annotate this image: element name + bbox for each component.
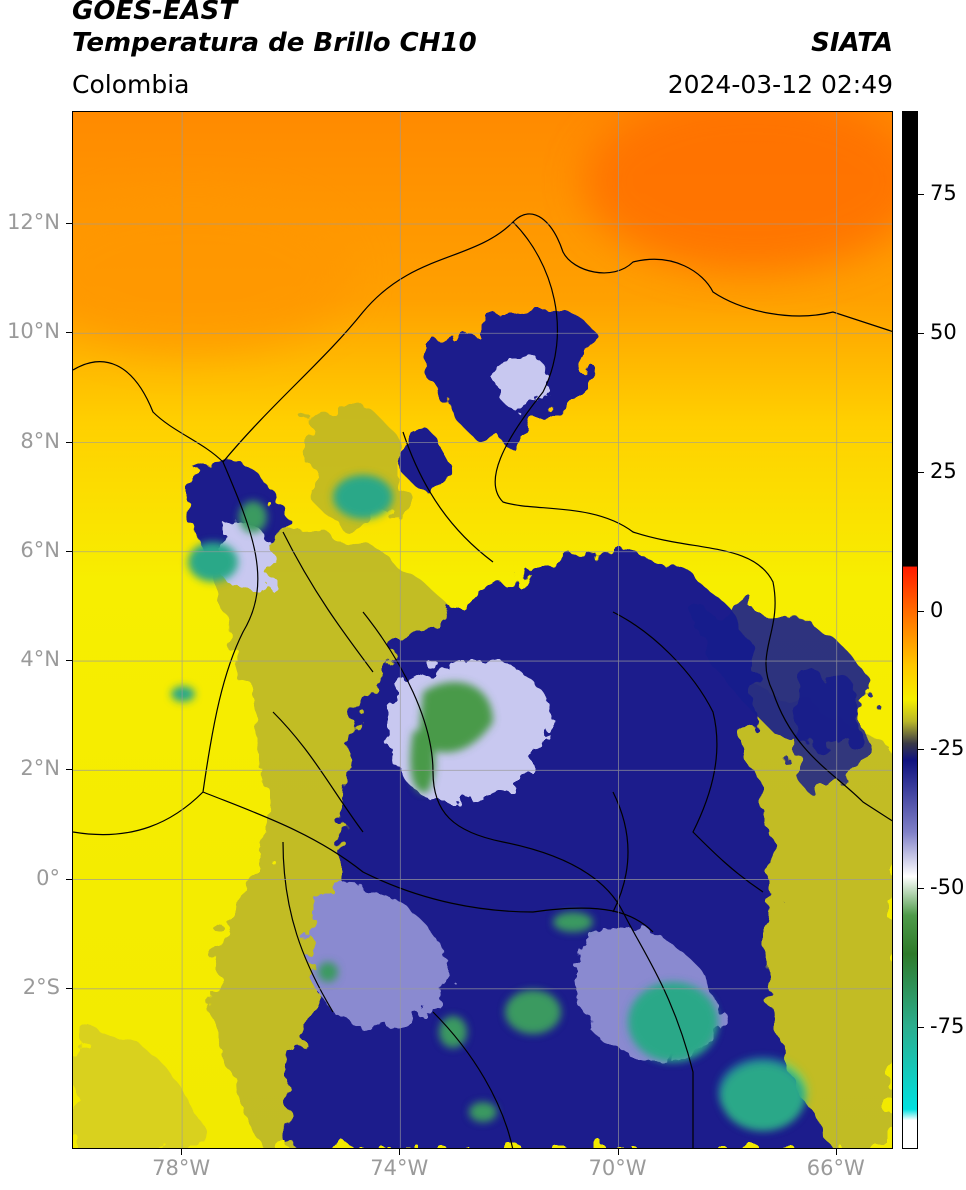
colorbar-tick-label: -75 <box>930 1013 965 1038</box>
region-label: Colombia <box>72 70 190 99</box>
lat-tick-label: 4°N <box>20 647 60 672</box>
lat-tick-mark <box>66 222 72 224</box>
colorbar-tick-mark <box>918 610 924 612</box>
agency-label: SIATA <box>811 28 893 58</box>
lat-tick-mark <box>66 332 72 334</box>
colorbar-tick-mark <box>918 888 924 890</box>
map-subtitle: Temperatura de Brillo CH10 <box>72 28 477 58</box>
map-title: GOES-EAST <box>72 0 238 26</box>
lon-tick-label: 70°W <box>588 1156 647 1180</box>
warm-area-west <box>73 192 353 352</box>
colorbar-tick-label: 0 <box>930 597 944 622</box>
lat-tick-label: 10°N <box>7 319 60 344</box>
colorbar-tick-mark <box>918 333 924 335</box>
lat-tick-mark <box>66 441 72 443</box>
lon-tick-label: 74°W <box>370 1156 429 1180</box>
lon-tick-mark <box>617 1149 619 1155</box>
country-borders <box>73 213 892 1148</box>
colorbar-tick-label: 25 <box>930 458 957 483</box>
colorbar-tick-mark <box>918 471 924 473</box>
lat-tick-label: 2°N <box>20 756 60 781</box>
lat-tick-mark <box>66 660 72 662</box>
map-panel <box>72 111 893 1149</box>
brightness-temperature-map <box>73 112 892 1148</box>
colorbar <box>902 111 918 1149</box>
colorbar-tick-mark <box>918 194 924 196</box>
lat-tick-label: 2°S <box>22 974 60 999</box>
colorbar-tick-label: -50 <box>930 875 965 900</box>
warm-area-caribbean <box>583 112 892 272</box>
lon-tick-label: 78°W <box>152 1156 211 1180</box>
colorbar-tick-label: -25 <box>930 736 965 761</box>
colorbar-tick-label: 75 <box>930 181 957 206</box>
lat-tick-mark <box>66 987 72 989</box>
colorbar-tick-label: 50 <box>930 320 957 345</box>
lat-tick-label: 0° <box>36 865 60 890</box>
overshooting-tops <box>171 475 808 1131</box>
colorbar-tick-mark <box>918 749 924 751</box>
lat-tick-label: 12°N <box>7 209 60 234</box>
gridlines <box>73 112 892 1148</box>
lon-tick-mark <box>181 1149 183 1155</box>
lon-tick-label: 66°W <box>806 1156 865 1180</box>
lat-tick-label: 6°N <box>20 537 60 562</box>
timestamp-label: 2024-03-12 02:49 <box>667 70 893 99</box>
lat-tick-mark <box>66 550 72 552</box>
lat-tick-mark <box>66 878 72 880</box>
lon-tick-mark <box>835 1149 837 1155</box>
lat-tick-label: 8°N <box>20 428 60 453</box>
lat-tick-mark <box>66 769 72 771</box>
colorbar-tick-mark <box>918 1026 924 1028</box>
lon-tick-mark <box>399 1149 401 1155</box>
